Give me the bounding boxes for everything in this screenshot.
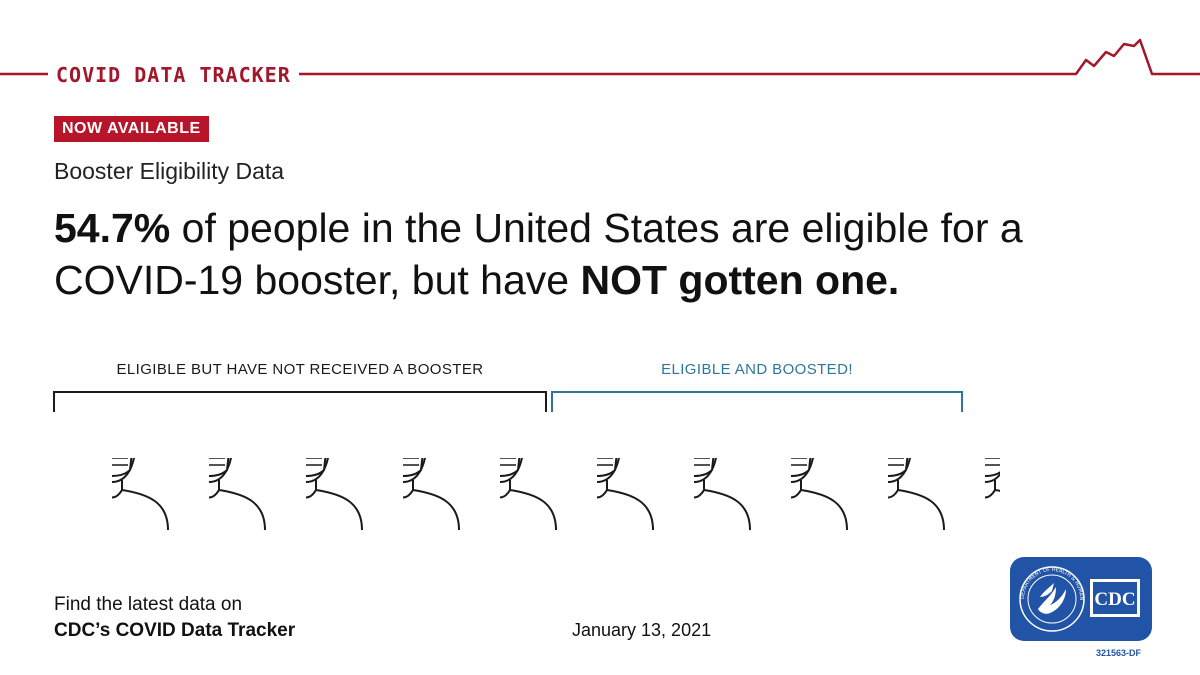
headline-emphasis: NOT gotten one.: [580, 257, 900, 303]
masked-person-icon: [249, 402, 363, 530]
masked-person-icon: [735, 404, 847, 530]
footer-line1: Find the latest data on: [54, 594, 243, 615]
footer-text: Find the latest data on CDC’s COVID Data…: [54, 592, 295, 644]
header-rule: [0, 38, 1200, 76]
masked-person-icon: [832, 404, 944, 530]
tracker-title: COVID DATA TRACKER: [48, 62, 299, 88]
hhs-eagle-icon: [1038, 583, 1066, 614]
group-label-boosted: ELIGIBLE AND BOOSTED!: [661, 361, 853, 378]
people-row: [55, 402, 1000, 530]
logo-cdc-text: CDC: [1094, 589, 1135, 610]
group-label-not-boosted: ELIGIBLE BUT HAVE NOT RECEIVED A BOOSTER: [116, 361, 484, 378]
now-available-badge: NOW AVAILABLE: [54, 116, 209, 142]
masked-person-icon: [540, 402, 548, 530]
bracket-not-boosted: [53, 391, 547, 412]
subtitle: Booster Eligibility Data: [54, 158, 285, 184]
masked-person-icon: [638, 404, 750, 530]
document-code: 321563-DF: [1096, 648, 1142, 658]
masked-person-icon: [152, 402, 266, 530]
footer-link-cdc-tracker[interactable]: CDC’s COVID Data Tracker: [54, 620, 296, 641]
people-illustration: [53, 391, 1000, 530]
publish-date: January 13, 2021: [572, 620, 712, 640]
headline: 54.7% of people in the United States are…: [54, 202, 1154, 306]
headline-percent: 54.7%: [54, 205, 171, 251]
masked-person-icon: [55, 402, 169, 530]
masked-person-icon: [443, 402, 548, 530]
bracket-boosted: [551, 391, 963, 412]
header-line: [0, 38, 1200, 76]
headline-text: of people in the United States are eligi…: [54, 205, 1023, 303]
masked-person-icon: [346, 402, 460, 530]
cdc-hhs-logo: DEPARTMENT OF HEALTH & HUMAN SERVICES US…: [1008, 553, 1152, 641]
logo-graphic: DEPARTMENT OF HEALTH & HUMAN SERVICES US…: [1008, 553, 1140, 632]
